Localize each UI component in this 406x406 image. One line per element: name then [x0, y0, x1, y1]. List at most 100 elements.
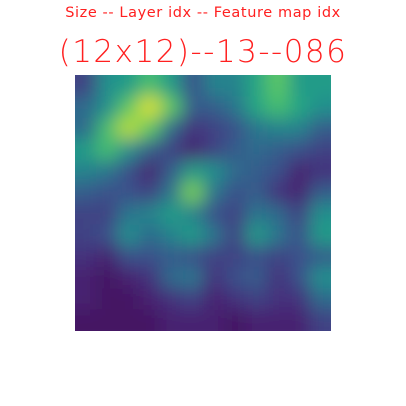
heatmap-cell — [224, 267, 247, 289]
heatmap-cell — [75, 139, 97, 161]
heatmap-cell — [139, 181, 161, 204]
heatmap-cell — [139, 139, 161, 161]
heatmap-cell — [96, 309, 119, 331]
heatmap-cell — [267, 309, 289, 331]
heatmap-cell — [203, 160, 225, 183]
heatmap-cell — [245, 96, 268, 119]
heatmap-cell — [288, 181, 311, 204]
heatmap-cell — [309, 267, 331, 289]
heatmap-cell — [160, 117, 183, 140]
heatmap-cell — [203, 117, 225, 140]
heatmap-cell — [160, 75, 183, 97]
heatmap-cell — [288, 309, 311, 331]
heatmap-cell — [139, 245, 161, 268]
heatmap-cell — [117, 139, 140, 161]
heatmap-cell — [288, 96, 311, 119]
heatmap-cell — [181, 309, 204, 331]
heatmap-cell — [224, 309, 247, 331]
heatmap-cell — [181, 245, 204, 268]
heatmap-cell — [181, 117, 204, 140]
heatmap-cell — [96, 245, 119, 268]
heatmap-cell — [160, 160, 183, 183]
heatmap-cell — [267, 117, 289, 140]
heatmap-cell — [224, 96, 247, 119]
heatmap-cell — [224, 181, 247, 204]
heatmap-cell — [75, 224, 97, 247]
heatmap-cell — [245, 75, 268, 97]
heatmap-cell — [181, 203, 204, 225]
feature-map-svg — [75, 75, 331, 331]
heatmap-cell — [75, 160, 97, 183]
heatmap-cell — [96, 117, 119, 140]
heatmap-cell — [160, 224, 183, 247]
heatmap-cell — [267, 139, 289, 161]
heatmap-cell — [117, 203, 140, 225]
heatmap-cell — [75, 75, 97, 97]
heatmap-cell — [139, 224, 161, 247]
heatmap-cell — [75, 96, 97, 119]
heatmap-cell — [309, 96, 331, 119]
heatmap-cell — [96, 75, 119, 97]
heatmap-cell — [139, 309, 161, 331]
heatmap-cell — [96, 288, 119, 311]
heatmap-cell — [181, 75, 204, 97]
heatmap-cell — [288, 117, 311, 140]
heatmap-cell — [96, 224, 119, 247]
heatmap-cell — [75, 267, 97, 289]
heatmap-cell — [117, 160, 140, 183]
heatmap-cell — [245, 117, 268, 140]
heatmap-cell — [267, 245, 289, 268]
heatmap-cell — [160, 309, 183, 331]
feature-map-cells — [75, 75, 331, 331]
heatmap-cell — [224, 117, 247, 140]
heatmap-cell — [309, 117, 331, 140]
heatmap-cell — [181, 267, 204, 289]
heatmap-cell — [267, 75, 289, 97]
heatmap-cell — [96, 267, 119, 289]
heatmap-cell — [245, 267, 268, 289]
feature-map-heatmap — [75, 75, 331, 331]
heatmap-cell — [267, 267, 289, 289]
heatmap-cell — [288, 75, 311, 97]
heatmap-cell — [203, 245, 225, 268]
heatmap-cell — [96, 203, 119, 225]
heatmap-cell — [160, 267, 183, 289]
heatmap-cell — [96, 139, 119, 161]
heatmap-cell — [267, 181, 289, 204]
heatmap-cell — [288, 245, 311, 268]
heatmap-cell — [203, 96, 225, 119]
heatmap-cell — [288, 203, 311, 225]
heatmap-cell — [75, 181, 97, 204]
heatmap-cell — [181, 96, 204, 119]
heatmap-cell — [75, 203, 97, 225]
caption-header: Size -- Layer idx -- Feature map idx — [65, 5, 341, 21]
heatmap-cell — [203, 203, 225, 225]
heatmap-cell — [245, 245, 268, 268]
heatmap-cell — [224, 139, 247, 161]
heatmap-cell — [203, 224, 225, 247]
heatmap-cell — [288, 267, 311, 289]
heatmap-cell — [181, 288, 204, 311]
heatmap-cell — [117, 117, 140, 140]
heatmap-cell — [309, 139, 331, 161]
heatmap-cell — [245, 160, 268, 183]
heatmap-cell — [309, 203, 331, 225]
heatmap-cell — [309, 181, 331, 204]
heatmap-cell — [309, 160, 331, 183]
heatmap-cell — [160, 139, 183, 161]
heatmap-cell — [224, 245, 247, 268]
heatmap-cell — [96, 160, 119, 183]
heatmap-cell — [160, 288, 183, 311]
heatmap-cell — [117, 96, 140, 119]
heatmap-cell — [139, 75, 161, 97]
heatmap-cell — [117, 224, 140, 247]
heatmap-cell — [267, 203, 289, 225]
heatmap-cell — [139, 96, 161, 119]
heatmap-cell — [203, 75, 225, 97]
heatmap-cell — [245, 203, 268, 225]
heatmap-cell — [245, 309, 268, 331]
heatmap-cell — [267, 96, 289, 119]
heatmap-cell — [203, 139, 225, 161]
heatmap-cell — [245, 288, 268, 311]
heatmap-cell — [117, 267, 140, 289]
